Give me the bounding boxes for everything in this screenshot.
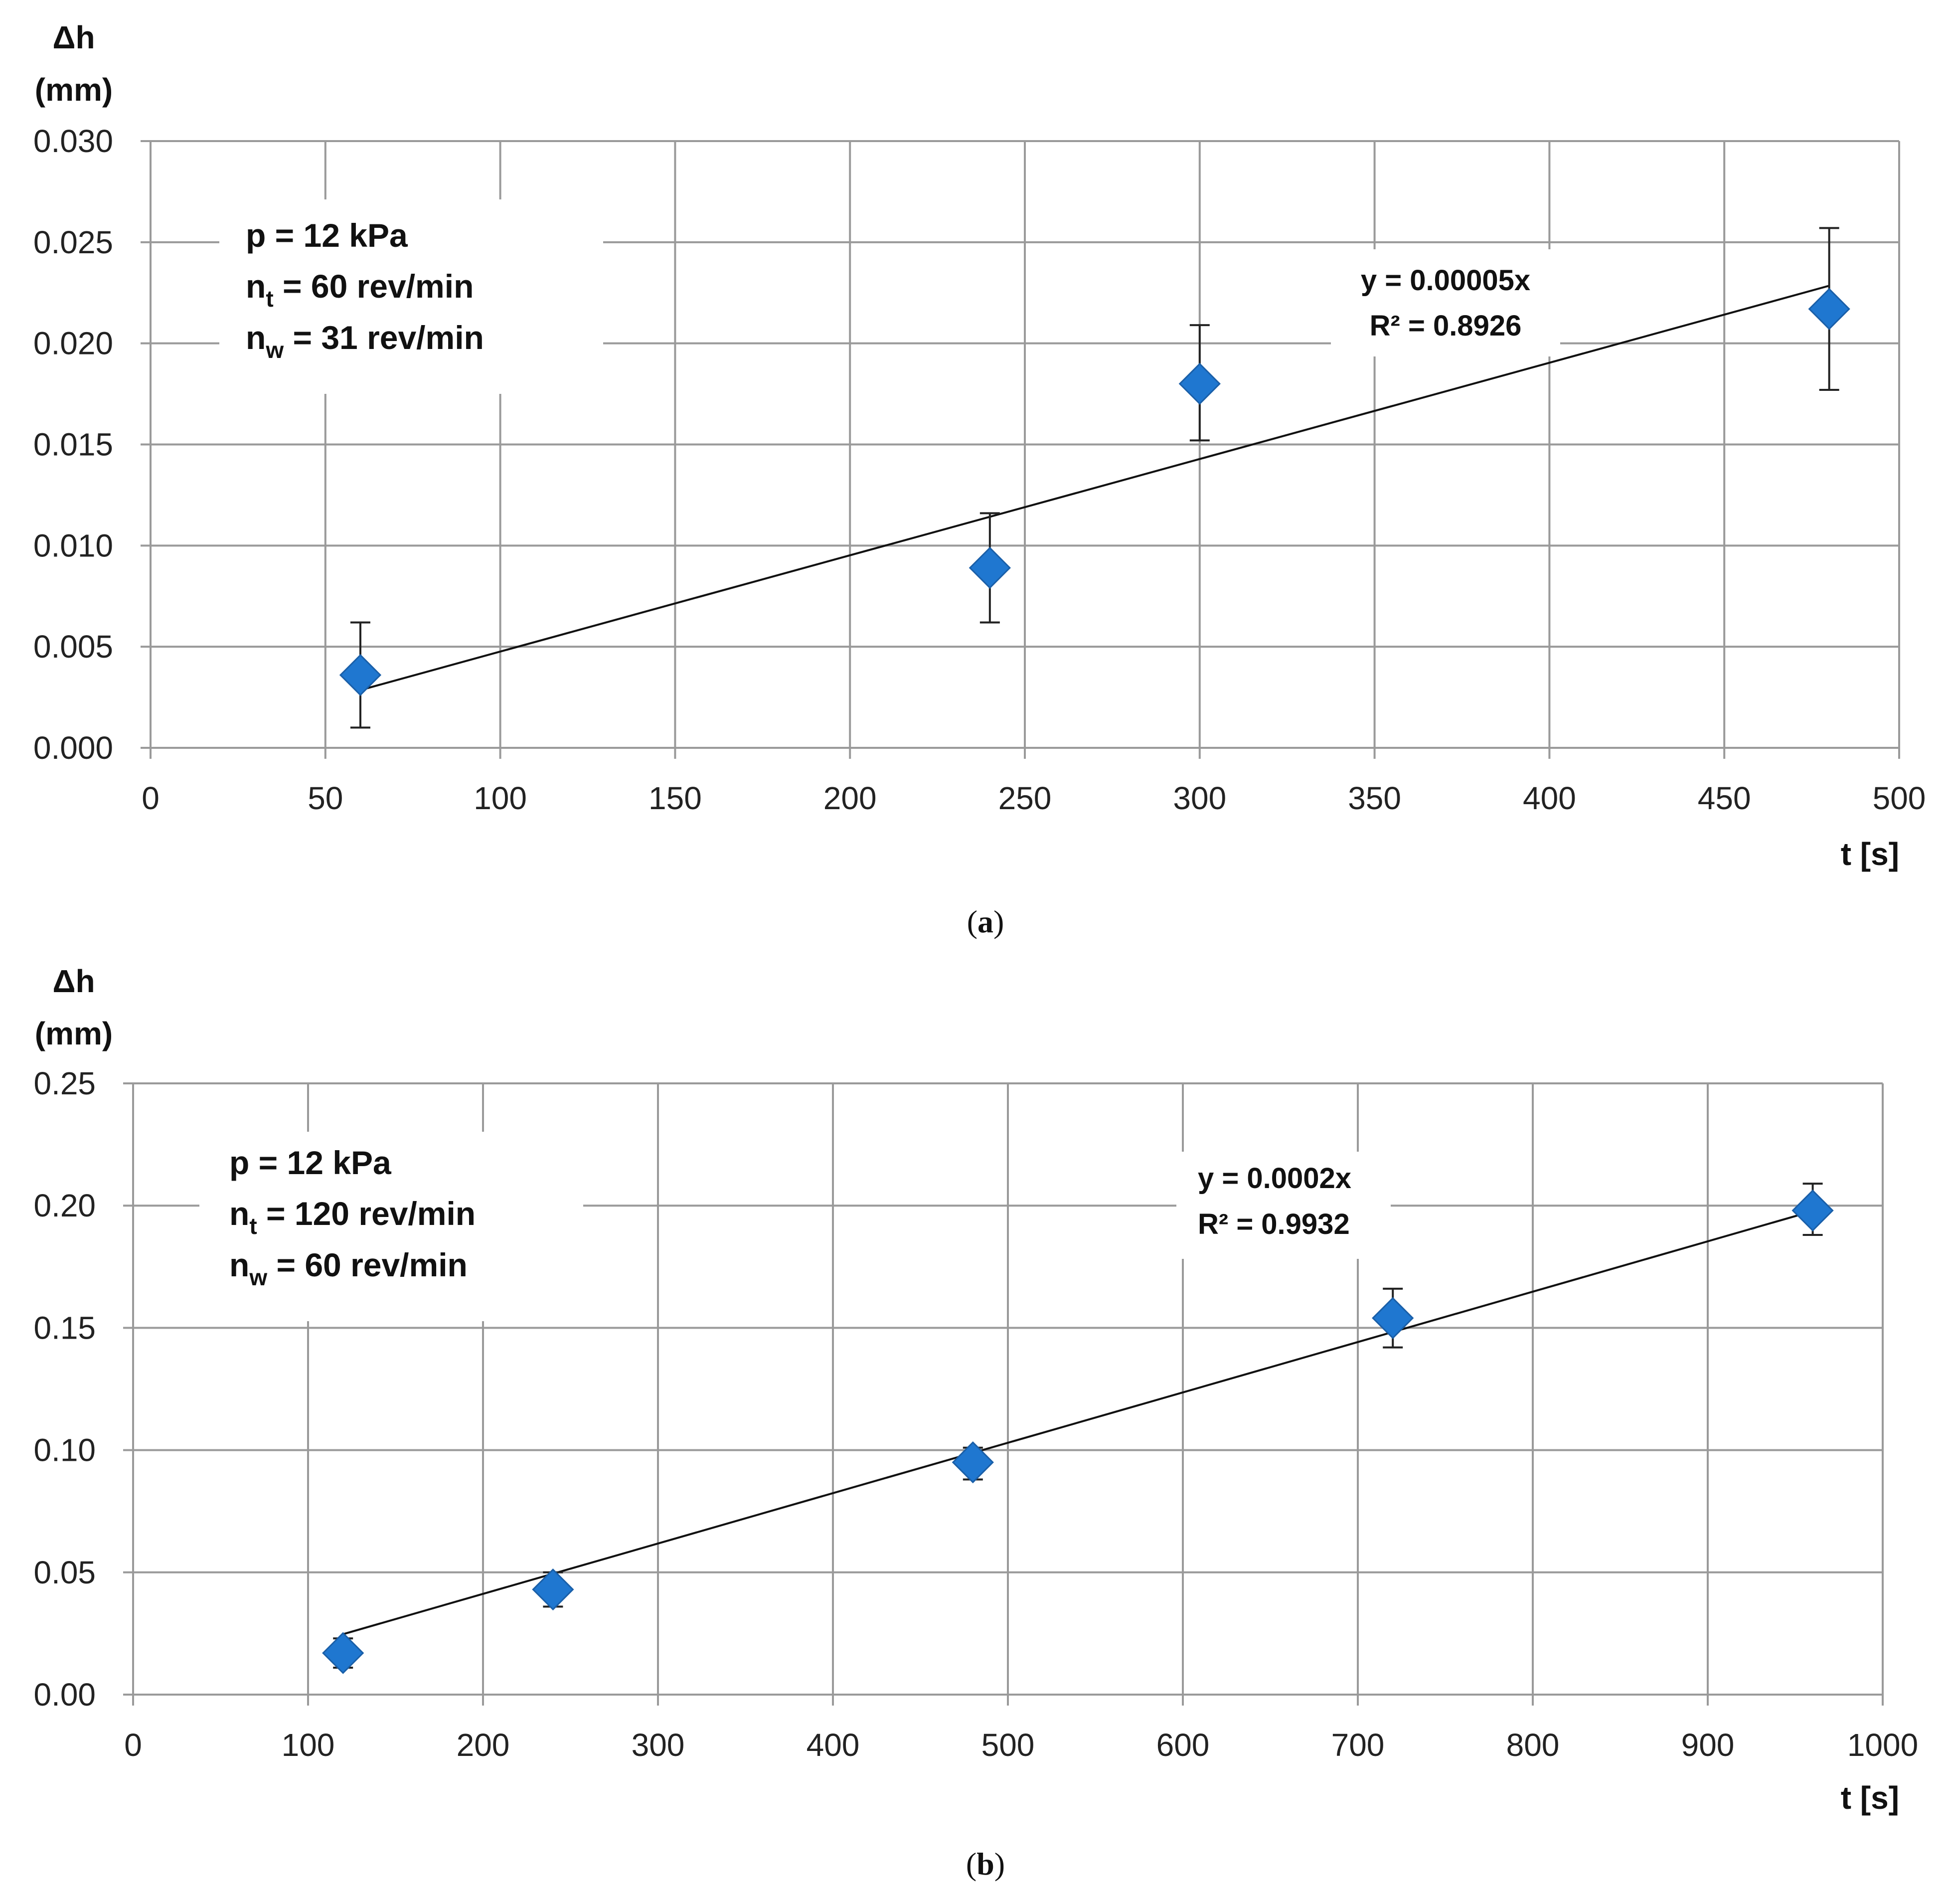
chart-b-annotation-nw: nw = 60 rev/min xyxy=(229,1246,468,1290)
chart-a-y-tick-label: 0.000 xyxy=(33,730,113,766)
chart-a-trend-equation: y = 0.00005x xyxy=(1361,264,1530,297)
chart-b-nt-value: = 120 rev/min xyxy=(257,1195,476,1232)
chart-b-x-tick-label: 700 xyxy=(1331,1727,1385,1763)
chart-b-trendline-group xyxy=(342,1210,1813,1635)
chart-b-x-tick-label: 300 xyxy=(632,1727,685,1763)
chart-b-x-tick-label: 400 xyxy=(807,1727,860,1763)
chart-b-y-tick-labels: 0.00 0.05 0.10 0.15 0.20 0.25 xyxy=(33,1065,96,1713)
chart-a-annotation-nw: nw = 31 rev/min xyxy=(246,319,484,363)
chart-b-data-point xyxy=(952,1441,994,1484)
chart-b-x-axis-title: t [s] xyxy=(1841,1780,1899,1816)
chart-a-y-tick-label: 0.010 xyxy=(33,527,113,563)
chart-a-caption: (a) xyxy=(967,904,1004,939)
chart-a-x-tick-label: 100 xyxy=(474,780,527,816)
chart-a-x-tick-label: 450 xyxy=(1698,780,1751,816)
chart-a-y-tick-label: 0.005 xyxy=(33,629,113,665)
chart-a-data-point xyxy=(1178,362,1221,405)
chart-b-y-tick-label: 0.05 xyxy=(33,1555,96,1590)
chart-a-x-tick-label: 150 xyxy=(649,780,702,816)
chart-a-data-point xyxy=(339,654,382,696)
chart-a-data-points xyxy=(339,288,1850,696)
chart-a-y-tick-label: 0.015 xyxy=(33,427,113,463)
chart-b-x-tick-labels: 0 100 200 300 400 500 600 700 800 900 1000 xyxy=(124,1727,1918,1763)
chart-a-caption-letter: a xyxy=(977,904,993,939)
chart-a-x-tick-label: 200 xyxy=(823,780,877,816)
chart-b-nw-symbol: n xyxy=(229,1246,249,1283)
chart-b-y-axis-title-line2: (mm) xyxy=(35,1016,113,1051)
chart-a-x-tick-label: 500 xyxy=(1873,780,1926,816)
chart-b-trend-r-squared: R² = 0.9932 xyxy=(1198,1208,1350,1240)
chart-b: 0 100 200 300 400 500 600 700 800 900 1000 0.000.0… xyxy=(33,963,1918,1882)
chart-a-data-point xyxy=(969,546,1011,589)
chart-a-y-tick-label: 0.030 xyxy=(33,123,113,159)
chart-b-y-tick-label: 0.25 xyxy=(33,1065,96,1101)
chart-a-x-tick-label: 0 xyxy=(142,780,160,816)
chart-b-data-points xyxy=(322,1189,1834,1674)
chart-a: 0 50 100 150 200 250 300 350 400 450 500 0.0000.00… xyxy=(33,19,1926,939)
chart-a-x-axis-title: t [s] xyxy=(1841,836,1899,872)
chart-a-data-point xyxy=(1808,288,1850,330)
chart-a-x-tick-label: 400 xyxy=(1523,780,1576,816)
chart-b-x-tick-label: 100 xyxy=(282,1727,335,1763)
chart-b-y-tick-label: 0.00 xyxy=(33,1677,96,1713)
chart-b-y-axis-title-line1: Δh xyxy=(52,963,95,999)
chart-a-annotation-pressure: p = 12 kPa xyxy=(246,217,408,254)
chart-b-caption: (b) xyxy=(966,1846,1005,1882)
chart-a-gridlines xyxy=(141,140,1900,759)
chart-b-data-point xyxy=(1791,1189,1834,1232)
chart-b-y-tick-label: 0.20 xyxy=(33,1188,96,1223)
chart-b-trendline xyxy=(342,1210,1813,1635)
chart-b-x-tick-label: 800 xyxy=(1506,1727,1560,1763)
chart-a-x-tick-label: 300 xyxy=(1173,780,1226,816)
chart-a-x-tick-label: 50 xyxy=(308,780,343,816)
chart-a-nw-subscript: w xyxy=(265,337,284,363)
chart-b-nw-subscript: w xyxy=(249,1264,267,1290)
chart-b-x-tick-label: 900 xyxy=(1681,1727,1735,1763)
chart-b-x-tick-label: 500 xyxy=(981,1727,1035,1763)
chart-a-x-tick-label: 250 xyxy=(998,780,1052,816)
chart-b-data-point xyxy=(532,1568,574,1611)
chart-b-caption-letter: b xyxy=(976,1846,994,1882)
chart-a-y-axis-title-line2: (mm) xyxy=(35,72,113,108)
chart-a-trendline-group xyxy=(360,285,1830,692)
chart-b-nw-value: = 60 rev/min xyxy=(267,1246,468,1283)
chart-b-annotation-background xyxy=(199,1132,1391,1321)
chart-b-annotation-nt: nt = 120 rev/min xyxy=(229,1195,476,1239)
chart-b-trend-equation: y = 0.0002x xyxy=(1198,1162,1351,1195)
chart-b-nt-symbol: n xyxy=(229,1195,249,1232)
chart-a-nw-value: = 31 rev/min xyxy=(284,319,484,356)
chart-a-x-tick-labels: 0 50 100 150 200 250 300 350 400 450 500 xyxy=(142,780,1926,816)
chart-a-trend-r-squared: R² = 0.8926 xyxy=(1370,310,1522,342)
chart-a-nt-subscript: t xyxy=(266,286,273,312)
chart-b-y-tick-label: 0.15 xyxy=(33,1310,96,1346)
chart-b-gridlines xyxy=(123,1082,1884,1706)
chart-b-annotation-pressure: p = 12 kPa xyxy=(229,1144,392,1181)
chart-b-x-tick-label: 0 xyxy=(124,1727,142,1763)
chart-b-nt-subscript: t xyxy=(249,1213,257,1239)
chart-a-nw-symbol: n xyxy=(246,319,266,356)
chart-b-data-point xyxy=(322,1632,364,1674)
chart-a-y-tick-label: 0.025 xyxy=(33,224,113,260)
chart-b-x-tick-label: 600 xyxy=(1156,1727,1210,1763)
chart-b-y-tick-label: 0.10 xyxy=(33,1432,96,1468)
chart-a-y-axis-title-line1: Δh xyxy=(52,19,95,55)
chart-a-trendline xyxy=(360,285,1830,692)
chart-b-x-tick-label: 1000 xyxy=(1847,1727,1918,1763)
chart-b-data-point xyxy=(1372,1297,1414,1339)
chart-a-annotation-nt: nt = 60 rev/min xyxy=(246,268,474,312)
chart-a-y-tick-labels: 0.000 0.005 0.010 0.015 0.020 0.025 0.030 xyxy=(33,123,113,766)
chart-a-annotation-background xyxy=(219,199,1560,394)
chart-a-x-tick-label: 350 xyxy=(1348,780,1401,816)
chart-a-nt-symbol: n xyxy=(246,268,266,305)
chart-a-y-tick-label: 0.020 xyxy=(33,326,113,361)
chart-a-nt-value: = 60 rev/min xyxy=(274,268,474,305)
chart-b-x-tick-label: 200 xyxy=(457,1727,510,1763)
